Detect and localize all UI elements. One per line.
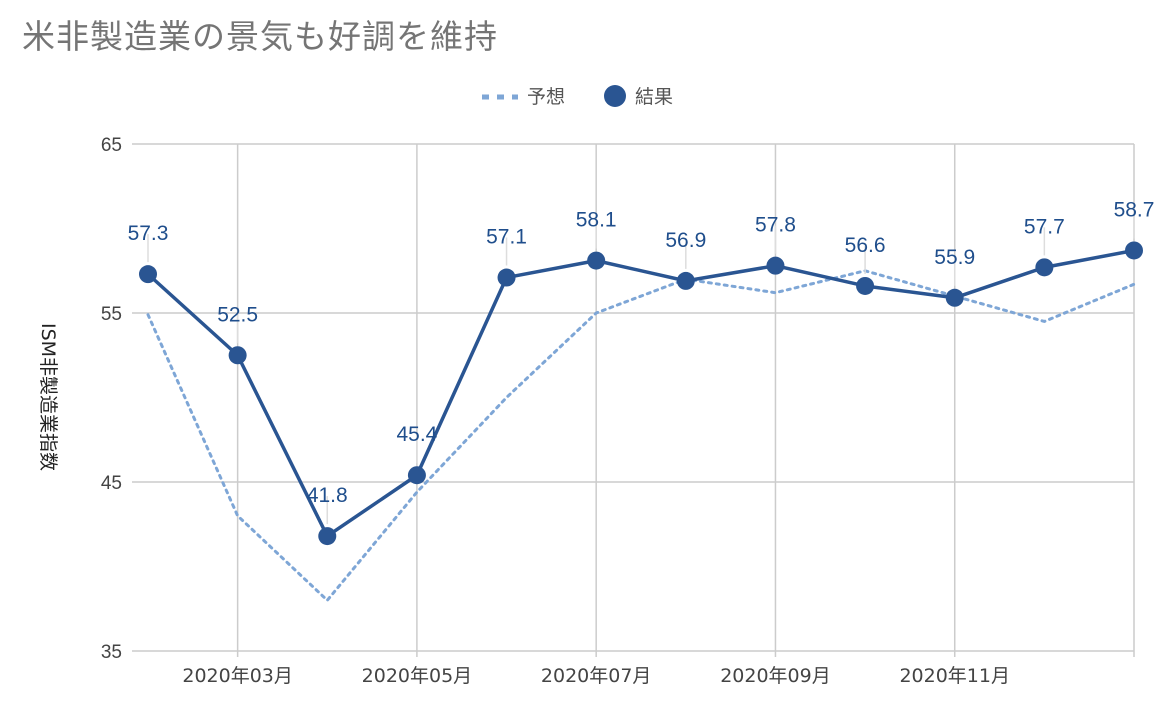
data-point-result <box>587 251 606 270</box>
series-line-result <box>146 248 1135 538</box>
data-label: 41.8 <box>307 484 348 507</box>
legend-label-forecast: 予想 <box>527 86 565 108</box>
legend: 予想 結果 <box>482 85 673 108</box>
data-point-result <box>1035 258 1054 277</box>
data-point-result <box>139 265 157 284</box>
y-tick-label: 45 <box>101 473 122 494</box>
legend-label-result: 結果 <box>635 86 673 108</box>
data-point-result <box>945 288 964 307</box>
data-label: 55.9 <box>934 246 975 269</box>
x-tick-label: 2020年07月 <box>541 665 652 687</box>
data-label: 57.7 <box>1024 215 1065 238</box>
x-axis-ticks: 2020年03月 2020年05月 2020年07月 2020年09月 2020年11月 <box>182 665 1010 687</box>
x-tick-label: 2020年05月 <box>362 665 473 687</box>
data-point-result <box>1125 241 1143 260</box>
y-axis-label: ISM非製造業指数 <box>37 323 59 471</box>
data-point-result <box>318 527 337 546</box>
data-label: 58.1 <box>576 209 617 232</box>
data-label: 57.1 <box>486 226 527 249</box>
data-label: 45.4 <box>396 423 437 446</box>
data-point-result <box>228 346 247 365</box>
x-tick-label: 2020年03月 <box>182 665 293 687</box>
legend-swatch-result <box>604 85 626 107</box>
data-label: 58.7 <box>1114 198 1155 221</box>
data-point-result <box>676 271 695 290</box>
data-label: 57.8 <box>755 214 796 237</box>
data-label: 56.6 <box>845 234 886 257</box>
data-point-result <box>766 256 785 275</box>
series-group <box>139 241 1143 603</box>
data-label: 52.5 <box>217 303 258 326</box>
series-line-forecast <box>146 269 1136 603</box>
x-tick-label: 2020年09月 <box>720 665 831 687</box>
data-label: 57.3 <box>128 222 169 245</box>
y-tick-label: 65 <box>101 135 122 156</box>
y-axis-ticks: 65 55 45 35 <box>101 135 122 663</box>
data-point-result <box>407 466 426 485</box>
grid <box>132 143 1135 657</box>
y-tick-label: 55 <box>101 304 122 325</box>
data-point-result <box>856 276 875 295</box>
x-tick-label: 2020年11月 <box>899 665 1010 687</box>
data-point-result <box>497 268 516 287</box>
y-tick-label: 35 <box>101 642 122 663</box>
chart-title: 米非製造業の景気も好調を維持 <box>22 17 498 56</box>
data-label: 56.9 <box>665 229 706 252</box>
data-labels: 57.3 52.5 41.8 45.4 57.1 58.1 56.9 57.8 56.6 55.9… <box>128 198 1155 525</box>
